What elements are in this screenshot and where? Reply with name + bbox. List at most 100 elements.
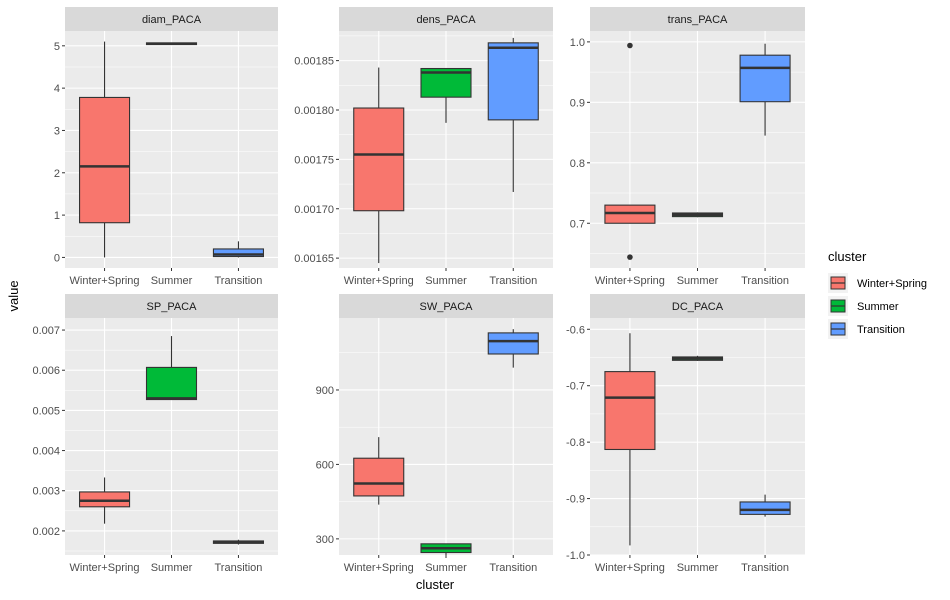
boxplot-winter-spring: [353, 67, 405, 264]
boxplot-winter-spring: [604, 42, 656, 260]
y-tick-label: 0.003: [32, 486, 60, 498]
boxplot-transition: [487, 329, 539, 368]
x-tick-label: Winter+Spring: [595, 275, 665, 287]
boxplot-summer: [145, 42, 198, 46]
facet-panel: DC_PACA -1.0 -0.9 -0.8 -0.7 -0.6 Winter+Spring…: [566, 294, 805, 574]
x-tick-label: Transition: [489, 562, 537, 574]
boxplot-transition: [212, 539, 264, 545]
outlier-point: [627, 42, 633, 49]
boxplot-winter-spring: [353, 437, 405, 505]
y-tick-label: 0.004: [32, 446, 60, 458]
y-tick-label: 1.0: [570, 37, 585, 49]
y-tick-label: 0.006: [32, 365, 60, 377]
boxplot-summer: [671, 355, 724, 361]
facet-strip: [339, 294, 553, 318]
boxplot-summer: [145, 336, 198, 401]
x-tick-label: Transition: [741, 562, 789, 574]
facet-panel: trans_PACA 0.7 0.8 0.9 1.0 Winter+Spring Summe…: [570, 7, 805, 287]
legend-title: cluster: [828, 249, 867, 264]
y-tick-label: 0.00185: [294, 56, 334, 68]
x-tick-label: Summer: [677, 562, 719, 574]
y-tick-label: 0.00165: [294, 253, 334, 265]
y-tick-label: 0.00175: [294, 154, 334, 166]
legend-label: Summer: [857, 301, 899, 313]
boxplot-transition: [487, 37, 539, 192]
y-tick-label: 0.9: [570, 97, 585, 109]
box-iqr: [212, 248, 264, 258]
facet-strip-title: SW_PACA: [420, 301, 474, 313]
y-tick-label: -0.9: [566, 494, 585, 506]
x-tick-label: Winter+Spring: [70, 562, 140, 574]
boxplot-summer: [420, 543, 472, 555]
box-iqr: [353, 107, 405, 212]
facet-strip-title: dens_PACA: [416, 14, 476, 26]
boxplot-transition: [212, 241, 264, 258]
y-tick-label: -1.0: [566, 550, 585, 562]
box-iqr: [739, 501, 791, 515]
legend-label: Winter+Spring: [857, 278, 927, 290]
facet-strip: [65, 7, 278, 31]
box-iqr: [604, 371, 656, 451]
y-tick-label: 0: [54, 252, 60, 264]
facet-panel: dens_PACA 0.00165 0.00170 0.00175 0.00180 0.0…: [294, 7, 553, 287]
y-tick-label: -0.8: [566, 437, 585, 449]
y-tick-label: 3: [54, 125, 60, 137]
x-tick-label: Transition: [489, 275, 537, 287]
legend-item: Transition: [828, 319, 905, 339]
x-tick-label: Winter+Spring: [344, 562, 414, 574]
y-tick-label: 1: [54, 210, 60, 222]
boxplot-summer: [671, 212, 724, 218]
y-tick-label: 0.007: [32, 325, 60, 337]
x-tick-label: Transition: [215, 562, 263, 574]
facet-panel: diam_PACA 0 1 2 3 4 5 Winter+Spring Summer Transi…: [54, 7, 278, 287]
y-tick-label: 600: [316, 459, 334, 471]
y-tick-label: -0.6: [566, 324, 585, 336]
y-tick-label: 900: [316, 385, 334, 397]
x-tick-label: Winter+Spring: [595, 562, 665, 574]
x-tick-label: Winter+Spring: [70, 275, 140, 287]
y-tick-label: 4: [54, 83, 60, 95]
legend-item: Winter+Spring: [828, 273, 927, 293]
y-tick-label: 0.00170: [294, 204, 334, 216]
facet-strip-title: trans_PACA: [668, 14, 728, 26]
x-tick-label: Transition: [215, 275, 263, 287]
facet-strip-title: diam_PACA: [142, 14, 202, 26]
axis-titles: value cluster: [6, 280, 455, 592]
facet-strip-title: DC_PACA: [672, 301, 724, 313]
facet-strip-title: SP_PACA: [147, 301, 198, 313]
boxplot-winter-spring: [79, 41, 131, 258]
y-axis-title: value: [6, 280, 21, 311]
facet-strip: [590, 294, 805, 318]
facet-panels: diam_PACA 0 1 2 3 4 5 Winter+Spring Summer Transi…: [32, 7, 805, 574]
boxplot-transition: [739, 494, 791, 517]
y-tick-label: 300: [316, 534, 334, 546]
box-iqr: [145, 366, 198, 401]
x-tick-label: Summer: [151, 275, 193, 287]
y-tick-label: 5: [54, 41, 60, 53]
boxplot-summer: [420, 67, 472, 123]
x-tick-label: Transition: [741, 275, 789, 287]
legend: cluster Winter+Spring Summer Transition: [828, 249, 927, 339]
y-tick-label: 0.7: [570, 218, 585, 230]
x-tick-label: Summer: [677, 275, 719, 287]
y-tick-label: 0.005: [32, 405, 60, 417]
legend-item: Summer: [828, 296, 899, 316]
y-tick-label: 0.002: [32, 526, 60, 538]
boxplot-winter-spring: [604, 333, 656, 546]
x-tick-label: Summer: [425, 275, 467, 287]
x-tick-label: Summer: [151, 562, 193, 574]
y-tick-label: 0.00180: [294, 105, 334, 117]
box-iqr: [353, 457, 405, 497]
facet-strip: [590, 7, 805, 31]
legend-label: Transition: [857, 324, 905, 336]
y-tick-label: 0.8: [570, 158, 585, 170]
x-tick-label: Winter+Spring: [344, 275, 414, 287]
box-iqr: [739, 54, 791, 103]
boxplot-transition: [739, 43, 791, 136]
y-tick-label: 2: [54, 168, 60, 180]
box-iqr: [487, 42, 539, 121]
facet-panel: SP_PACA 0.002 0.003 0.004 0.005 0.006 0.007 Win…: [32, 294, 278, 574]
boxplot-winter-spring: [79, 477, 131, 524]
facet-panel: SW_PACA 300 600 900 Winter+Spring Summer Trans…: [316, 294, 553, 574]
outlier-point: [627, 254, 633, 260]
